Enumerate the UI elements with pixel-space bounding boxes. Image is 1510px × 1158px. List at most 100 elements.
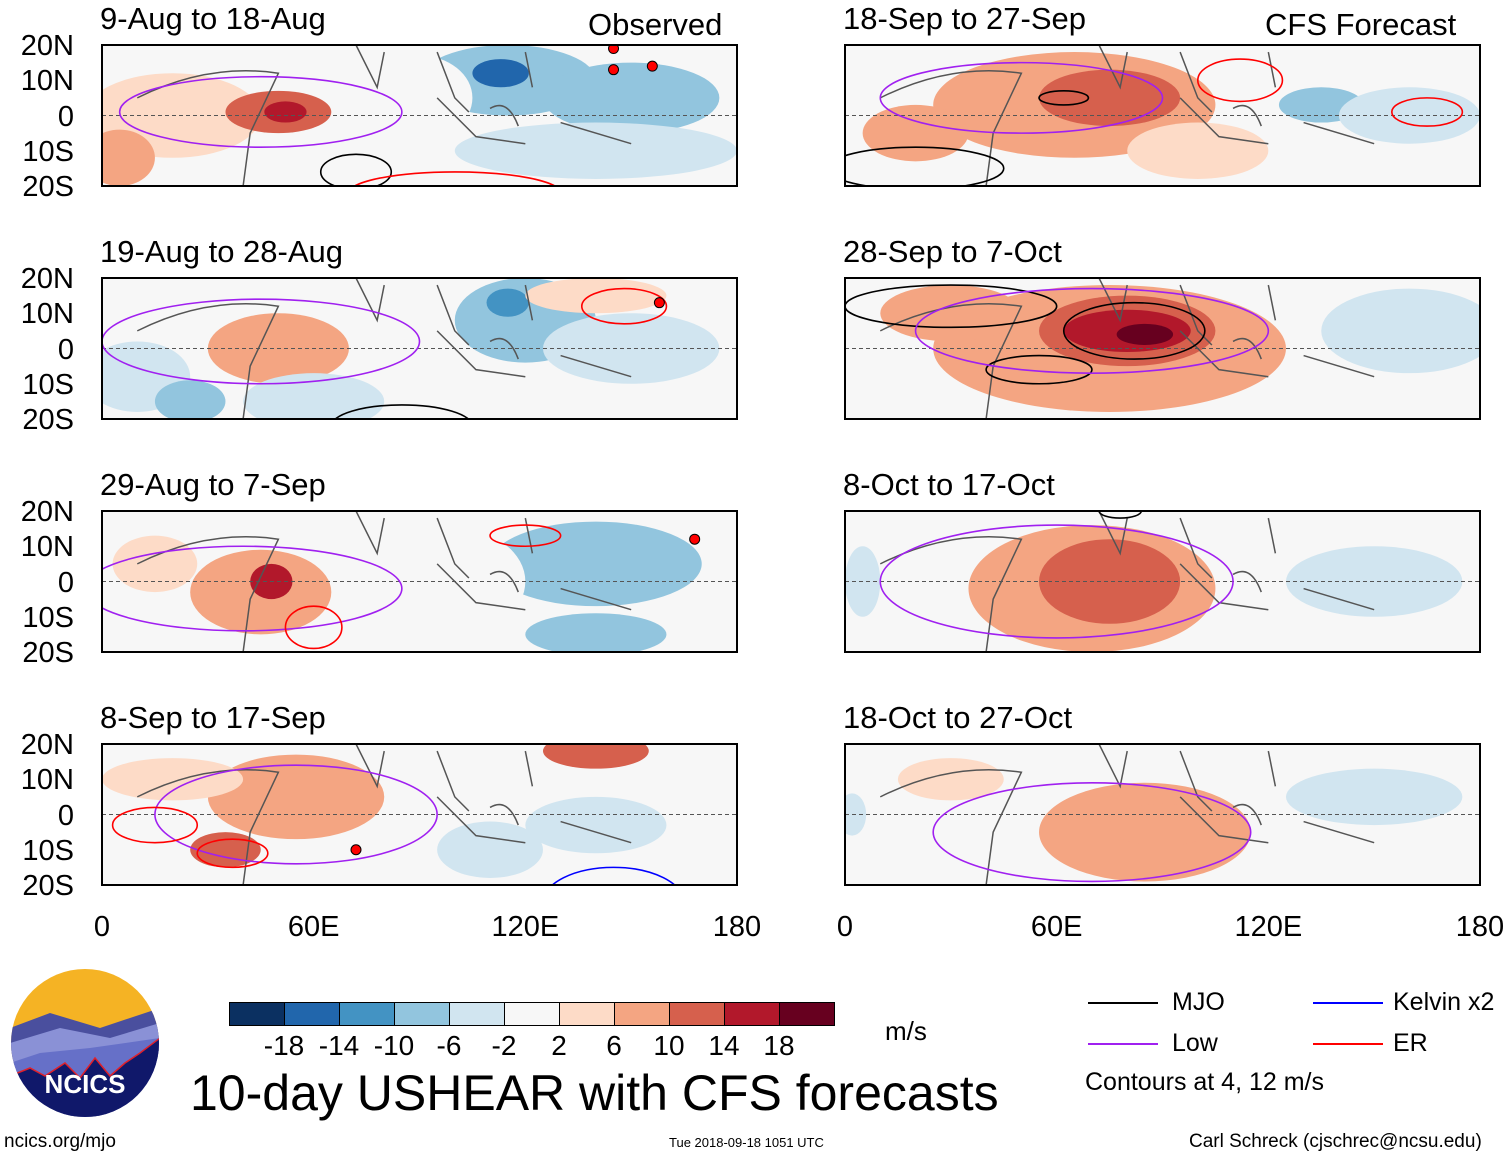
lat-tick-label: 10S xyxy=(22,135,74,168)
cyclone-marker xyxy=(608,44,620,55)
contour-er xyxy=(489,524,562,548)
map-frame xyxy=(101,743,738,886)
contour-er xyxy=(284,605,343,650)
contour-er xyxy=(352,171,558,187)
contour-mjo xyxy=(319,153,393,187)
legend-label: Kelvin x2 xyxy=(1393,988,1495,1016)
map-panel xyxy=(101,743,738,886)
anomaly-region xyxy=(1109,803,1216,847)
cyclone-marker xyxy=(646,60,658,72)
colorbar-label: -6 xyxy=(436,1030,462,1061)
anomaly-region xyxy=(154,380,226,420)
contour-low xyxy=(101,545,403,632)
anomaly-region xyxy=(525,613,667,653)
colorbar-swatch xyxy=(615,1003,670,1025)
map-frame xyxy=(844,743,1481,886)
anomaly-region xyxy=(1127,122,1269,179)
colorbar-label: -10 xyxy=(373,1030,415,1061)
lat-tick-label: 20N xyxy=(20,496,74,528)
anomaly-region xyxy=(101,129,155,186)
panel-title: 9-Aug to 18-Aug xyxy=(100,1,326,36)
colorbar-label: -18 xyxy=(263,1030,305,1061)
anomaly-region xyxy=(542,743,649,769)
lat-tick-label: 0 xyxy=(57,799,74,832)
anomaly-region xyxy=(1039,69,1181,127)
contour-low xyxy=(154,764,438,865)
colorbar-swatch xyxy=(725,1003,780,1025)
logo-text: NCICS xyxy=(45,1069,126,1099)
lat-tick-label: 20S xyxy=(22,404,74,436)
cyclone-marker xyxy=(653,297,665,309)
colorbar-swatch xyxy=(450,1003,505,1025)
legend-label: MJO xyxy=(1172,988,1225,1016)
colorbar-swatch xyxy=(670,1003,725,1025)
coastline xyxy=(879,277,1375,420)
anomaly-region xyxy=(1338,87,1480,144)
anomaly-region xyxy=(1321,288,1481,374)
map-frame xyxy=(844,510,1481,653)
contour-er xyxy=(1391,97,1464,127)
lon-tick-label: 120E xyxy=(491,911,560,943)
cyclone-marker xyxy=(350,844,362,856)
colorbar xyxy=(229,1002,835,1026)
colorbar-label: -2 xyxy=(491,1030,517,1061)
lat-tick-label: 10S xyxy=(22,368,74,401)
map-frame xyxy=(101,44,738,187)
anomaly-region xyxy=(525,796,667,854)
legend-line-er xyxy=(1313,1043,1383,1045)
lon-tick-label: 0 xyxy=(93,911,111,943)
coastline xyxy=(136,510,632,653)
coastline xyxy=(879,44,1375,187)
anomaly-region xyxy=(880,285,1022,342)
colorbar-swatch xyxy=(230,1003,285,1025)
ncics-link[interactable]: ncics.org/mjo xyxy=(4,1131,116,1152)
legend-label: Low xyxy=(1172,1029,1218,1057)
colorbar-swatch xyxy=(395,1003,450,1025)
colorbar-label: 2 xyxy=(551,1030,567,1061)
coastline xyxy=(879,743,1375,886)
contour-mjo xyxy=(333,404,471,420)
colorbar-label: 18 xyxy=(763,1030,795,1061)
lat-tick-label: 10S xyxy=(22,834,74,867)
panel-title: 18-Sep to 27-Sep xyxy=(843,1,1087,36)
anomaly-region xyxy=(1285,546,1463,617)
contour-low xyxy=(914,287,1270,374)
anomaly-region xyxy=(862,104,969,162)
colorbar-label: 10 xyxy=(653,1030,685,1061)
lat-tick-label: 20N xyxy=(20,263,74,295)
anomaly-region xyxy=(264,101,307,123)
lat-tick-label: 10N xyxy=(20,298,74,331)
map-frame xyxy=(101,510,738,653)
lon-tick-label: 120E xyxy=(1234,911,1303,943)
lat-tick-label: 0 xyxy=(57,566,74,599)
lat-tick-label: 10S xyxy=(22,601,74,634)
forecast-label: CFS Forecast xyxy=(1265,7,1457,42)
colorbar-swatch xyxy=(285,1003,340,1025)
map-panel xyxy=(844,510,1481,653)
contour-note: Contours at 4, 12 m/s xyxy=(1085,1068,1325,1096)
lat-tick-label: 10N xyxy=(20,531,74,564)
lat-tick-label: 20S xyxy=(22,171,74,203)
colorbar-unit: m/s xyxy=(885,1016,927,1046)
anomaly-region xyxy=(525,278,667,314)
anomaly-region xyxy=(486,288,529,317)
timestamp: Tue 2018-09-18 1051 UTC xyxy=(669,1135,824,1150)
anomaly-region xyxy=(437,821,543,878)
contour-low xyxy=(932,781,1252,883)
contour-er xyxy=(1196,58,1284,103)
lat-tick-label: 0 xyxy=(57,100,74,133)
contour-mjo xyxy=(1038,90,1090,106)
anomaly-region xyxy=(897,758,1004,801)
contour-mjo xyxy=(985,354,1093,385)
map-panel xyxy=(101,277,738,420)
lon-tick-label: 180 xyxy=(712,911,762,943)
panel-title: 18-Oct to 27-Oct xyxy=(843,700,1073,735)
map-panel xyxy=(844,277,1481,420)
contour-low xyxy=(118,75,403,149)
anomaly-region xyxy=(190,832,261,868)
lat-tick-label: 0 xyxy=(57,333,74,366)
contour-mjo xyxy=(844,146,1005,187)
legend-line-low xyxy=(1088,1043,1158,1045)
contour-er xyxy=(111,806,199,844)
